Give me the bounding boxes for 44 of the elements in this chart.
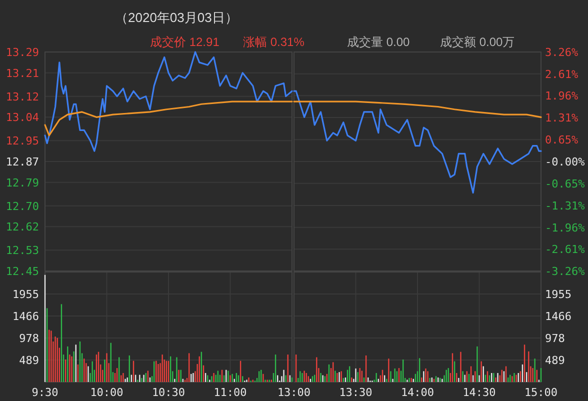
y2-tick-label: 1466 [545,310,572,324]
x-tick-label: 15:00 [524,386,558,399]
y-tick-label: 13.04 [6,111,40,124]
y-tick-label: 13.21 [6,66,39,80]
y-tick-label: 12.62 [6,220,39,234]
y2-tick-label: -2.61% [545,243,586,256]
y-tick-label: 489 [19,354,39,367]
chart-title: （2020年03月03日） [115,10,238,25]
y-tick-label: 12.87 [6,156,39,168]
y-tick-label: 13.29 [6,46,39,59]
y2-tick-label: 978 [545,332,565,345]
x-tick-label: 13:30 [339,386,372,399]
x-tick-label: 11:00 [214,386,247,399]
x-tick-label: 13:00 [277,386,311,399]
y2-tick-label: -0.00% [545,156,586,168]
x-tick-label: 14:30 [462,386,496,399]
x-tick-label: 10:00 [90,386,124,399]
x-tick-label: 9:30 [32,386,58,399]
y-tick-label: 12.95 [6,134,39,148]
y2-tick-label: 0.65% [545,134,578,147]
y2-tick-label: -1.31% [545,200,586,212]
y2-tick-label: 1.31% [545,112,578,124]
y2-tick-label: -1.96% [545,221,586,234]
text: 成交额 0.00万 [440,35,515,49]
y-tick-label: 12.70 [6,200,39,213]
y2-tick-label: 3.26% [545,46,578,59]
x-tick-label: 14:00 [400,386,434,399]
y2-tick-label: -0.65% [545,177,586,190]
y2-tick-label: 1.96% [545,90,578,103]
y-tick-label: 1466 [12,310,39,324]
y-tick-label: 12.79 [6,176,39,190]
y2-tick-label: 1955 [545,288,572,302]
x-tick-label: 10:30 [152,386,186,399]
y-tick-label: 12.45 [6,265,39,278]
y2-tick-label: 489 [545,354,565,367]
y-tick-label: 13.12 [6,90,39,104]
y-tick-label: 978 [19,332,39,345]
text: 成交量 0.00 [347,35,410,49]
y-tick-label: 1955 [12,288,39,302]
text: 涨幅 0.31% [243,35,305,49]
text: 成交价 12.91 [150,35,220,49]
y2-tick-label: 2.61% [545,68,578,81]
y-tick-label: 12.53 [6,244,39,258]
y2-tick-label: -3.26% [545,265,586,278]
